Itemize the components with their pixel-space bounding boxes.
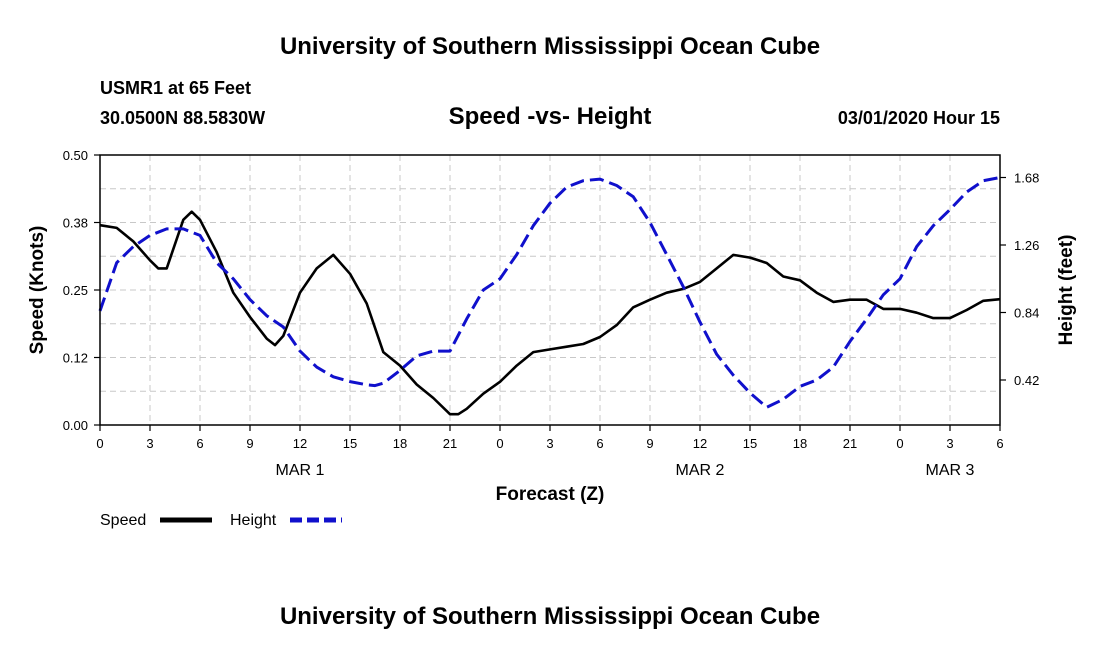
y-tick-label: 0.50 — [63, 148, 88, 163]
data-series — [98, 176, 1001, 416]
date-label: MAR 3 — [926, 462, 975, 479]
x-tick-label: 3 — [946, 436, 953, 451]
forecast-datetime: 03/01/2020 Hour 15 — [838, 108, 1000, 128]
x-tick-label: 15 — [343, 436, 357, 451]
y-tick-label: 0.12 — [63, 351, 88, 366]
x-tick-label: 21 — [443, 436, 457, 451]
date-label: MAR 2 — [676, 462, 725, 479]
chart-title: Speed -vs- Height — [449, 103, 652, 130]
series-line-speed — [99, 210, 1001, 416]
tick-labels: 0 3 6 9 12 15 18 21 0 3 6 9 12 15 18 21 0 3 6 0.00 0.12 0.25 0… — [63, 148, 1040, 479]
coordinates-label: 30.0500N 88.5830W — [100, 108, 265, 128]
x-tick-label: 18 — [393, 436, 407, 451]
y2-tick-label: 1.26 — [1014, 238, 1039, 253]
footer-title: University of Southern Mississippi Ocean… — [280, 603, 820, 630]
x-tick-label: 15 — [743, 436, 757, 451]
y2-tick-label: 0.84 — [1014, 306, 1039, 321]
x-axis-label: Forecast (Z) — [496, 484, 605, 505]
y2-tick-label: 0.42 — [1014, 373, 1039, 388]
date-label: MAR 1 — [276, 462, 325, 479]
x-tick-label: 18 — [793, 436, 807, 451]
y-axis-label: Speed (Knots) — [27, 226, 48, 355]
x-tick-label: 21 — [843, 436, 857, 451]
tick-marks — [94, 154, 1006, 431]
y-tick-label: 0.38 — [63, 216, 88, 231]
x-tick-label: 0 — [896, 436, 903, 451]
x-tick-label: 12 — [693, 436, 707, 451]
x-tick-label: 6 — [196, 436, 203, 451]
x-tick-label: 9 — [646, 436, 653, 451]
y-tick-label: 0.00 — [63, 418, 88, 433]
x-tick-label: 12 — [293, 436, 307, 451]
header-title: University of Southern Mississippi Ocean… — [280, 33, 820, 60]
legend-speed-label: Speed — [100, 512, 146, 529]
x-tick-label: 3 — [146, 436, 153, 451]
y2-tick-label: 1.68 — [1014, 171, 1039, 186]
x-tick-label: 0 — [96, 436, 103, 451]
legend-height-label: Height — [230, 512, 277, 529]
x-tick-label: 6 — [596, 436, 603, 451]
x-tick-label: 6 — [996, 436, 1003, 451]
station-label: USMR1 at 65 Feet — [100, 78, 251, 98]
x-tick-label: 3 — [546, 436, 553, 451]
y-tick-label: 0.25 — [63, 283, 88, 298]
x-tick-label: 0 — [496, 436, 503, 451]
legend: Speed Height — [100, 512, 342, 529]
series-line-height — [98, 176, 1001, 409]
y2-axis-label: Height (feet) — [1056, 235, 1077, 346]
x-tick-label: 9 — [246, 436, 253, 451]
grid-lines — [99, 155, 1001, 425]
